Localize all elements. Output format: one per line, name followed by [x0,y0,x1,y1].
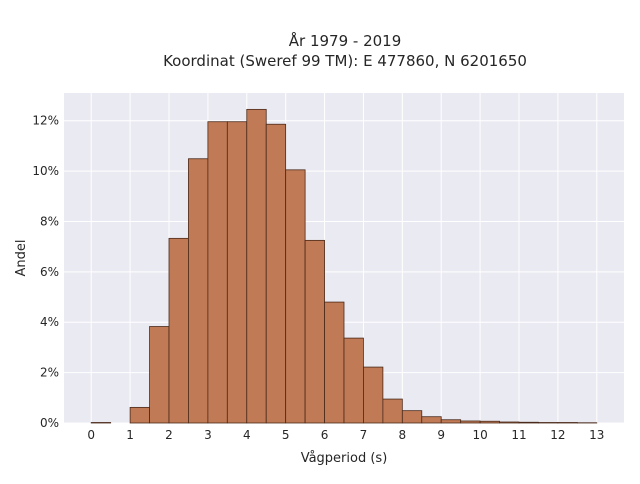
histogram-bar [169,238,188,423]
y-tick-label: 6% [40,265,59,279]
x-tick-label: 11 [511,428,526,442]
histogram-bar [538,422,557,423]
histogram-bar [519,422,538,423]
x-tick-label: 5 [282,428,290,442]
x-tick-label: 8 [399,428,407,442]
chart-title-line-1: År 1979 - 2019 [289,31,402,50]
histogram-bar [422,417,441,423]
histogram-bar [480,421,499,423]
histogram-bar [150,327,169,423]
y-tick-label: 2% [40,366,59,380]
x-tick-label: 6 [321,428,329,442]
histogram-bar [188,159,207,423]
y-tick-label: 4% [40,315,59,329]
x-tick-label: 1 [126,428,134,442]
x-tick-label: 2 [165,428,173,442]
histogram-bar [500,422,519,423]
x-tick-label: 0 [87,428,95,442]
y-tick-label: 8% [40,214,59,228]
histogram-bar [227,122,246,423]
histogram-bar [383,399,402,423]
y-tick-label: 12% [32,114,59,128]
x-tick-label: 3 [204,428,212,442]
histogram-bar [247,109,266,423]
histogram-bar [441,420,460,423]
histogram-bar [130,407,149,423]
x-tick-label: 9 [437,428,445,442]
x-tick-label: 12 [550,428,565,442]
y-axis-label: Andel [14,240,29,277]
histogram-bar [266,124,285,423]
x-tick-label: 4 [243,428,251,442]
y-tick-label: 10% [32,164,59,178]
histogram-bar [344,338,363,423]
y-tick-labels: 0% 2% 4% 6% 8% 10% 12% [32,114,59,430]
histogram-bar [363,367,382,423]
y-tick-label: 0% [40,416,59,430]
histogram-bar [402,411,421,423]
x-tick-label: 13 [589,428,604,442]
histogram-bar [208,122,227,423]
x-tick-label: 7 [360,428,368,442]
histogram-bar [461,421,480,423]
histogram-bar [325,302,344,423]
chart-title-line-2: Koordinat (Sweref 99 TM): E 477860, N 62… [163,52,527,70]
x-tick-label: 10 [472,428,487,442]
histogram-bar [558,422,577,423]
x-axis-label: Vågperiod (s) [301,451,388,466]
histogram-bar [286,170,305,423]
histogram-bar [91,422,110,423]
histogram-bar [305,240,324,423]
